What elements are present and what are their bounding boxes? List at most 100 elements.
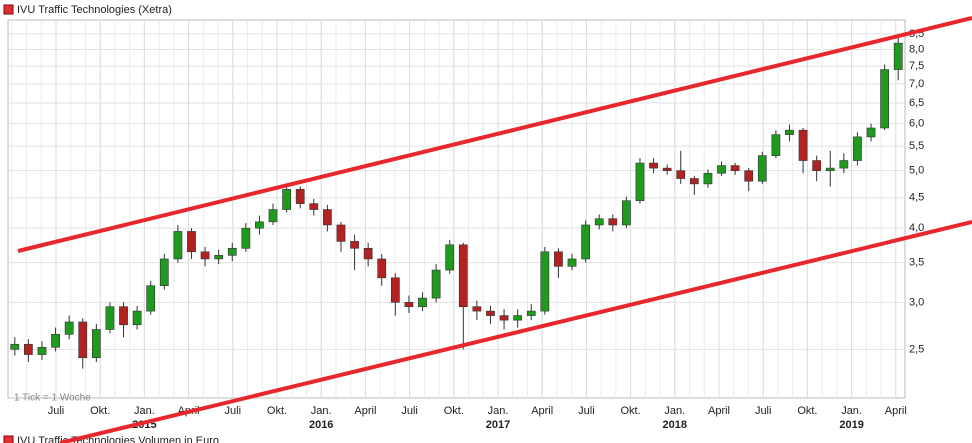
candle-body [336,224,346,242]
candle-body [268,209,278,223]
candle-body [64,321,74,335]
candle-body [893,42,903,70]
candle-body [717,165,726,174]
candles [10,35,903,369]
candle-body [703,172,713,185]
annotation: 1 Tick = 1 Woche [14,393,91,404]
candle-body [499,315,509,321]
candle-body [880,69,889,129]
x-tick-label: Juli [401,405,418,417]
candle-body [526,310,536,316]
candle-body [757,155,767,182]
y-tick-label: 5,5 [909,140,924,152]
x-tick-label: Juli [48,405,65,417]
candle-body [785,129,794,135]
candle-body [309,203,319,210]
candle-body [78,321,88,359]
x-tick-label: Juli [225,405,242,417]
candle-body [24,343,33,355]
x-tick-label: Okt. [90,405,110,417]
candle-body [187,231,196,253]
candle-body [323,209,332,226]
candle-body [689,178,699,185]
candle-body [812,160,822,171]
candle-body [676,170,686,179]
candle-body [744,170,754,182]
candle-body [377,258,387,279]
candle-body [622,200,631,226]
candle-body [554,251,563,267]
candle-body [866,127,876,138]
candle-body [10,343,20,350]
y-tick-label: 8,0 [909,43,924,55]
candle-body [119,306,128,326]
x-tick-label: April [531,405,553,417]
y-tick-label: 5,0 [909,165,924,177]
candle-body [200,251,210,260]
x-tick-label: Juli [755,405,772,417]
x-tick-label: Jan. [664,405,685,417]
candle-body [594,218,604,226]
candle-body [255,221,264,229]
x-tick-label: April [354,405,376,417]
candle-body [159,258,169,287]
candle-body [241,227,251,249]
candle-body [825,167,835,171]
x-tick-label: Jan. [841,405,862,417]
candle-body [295,189,305,204]
x-tick-label: Jan. [311,405,332,417]
x-tick-label: Okt. [621,405,641,417]
candle-body [581,224,590,260]
candle-body [91,329,101,359]
candle-body [282,189,291,210]
x-year-label: 2017 [486,419,510,431]
candle-body [37,346,47,355]
candle-body [227,247,237,256]
x-tick-label: Okt. [444,405,464,417]
plot-frame [7,19,906,399]
candle-body [649,162,658,169]
candle-body [431,269,441,299]
x-year-label: 2019 [839,419,863,431]
x-tick-label: Jan. [134,405,155,417]
y-tick-label: 3,0 [909,296,924,308]
y-tick-label: 7,5 [909,60,924,72]
candle-body [608,218,618,226]
x-tick-label: April [708,405,730,417]
candle-body [214,255,224,260]
candle-body [173,231,183,260]
grid: 2,53,03,54,04,55,05,56,06,57,07,58,08,5J… [8,20,924,431]
candle-body [853,136,862,161]
y-tick-label: 6,0 [909,118,924,130]
candle-body [390,277,400,303]
x-year-label: 2018 [663,419,687,431]
subchart-icon [3,435,14,443]
candle-body [798,129,808,161]
candle-body [771,134,781,156]
x-tick-label: Jan. [488,405,509,417]
x-tick-label: April [885,405,907,417]
candle-body [662,167,672,171]
y-tick-label: 7,0 [909,78,924,90]
candle-body [486,310,495,316]
candle-body [730,165,740,171]
candle-body [839,160,849,169]
candle-body [51,334,60,348]
candle-body [540,251,550,312]
candle-body [404,302,414,307]
candle-body [105,306,115,330]
candle-body [513,315,523,321]
title-icon [3,4,14,15]
candle-body [445,244,455,271]
chart-title: IVU Traffic Technologies (Xetra) [17,4,172,16]
y-tick-label: 6,5 [909,97,924,109]
candle-body [472,306,482,312]
candle-body [146,285,156,312]
subchart-title: IVU Traffic Technologies Volumen in Euro [17,435,219,443]
y-tick-label: 4,5 [909,192,924,204]
x-tick-label: Okt. [797,405,817,417]
trend-line-upper [17,16,972,253]
x-year-label: 2016 [309,419,333,431]
x-tick-label: Juli [578,405,595,417]
